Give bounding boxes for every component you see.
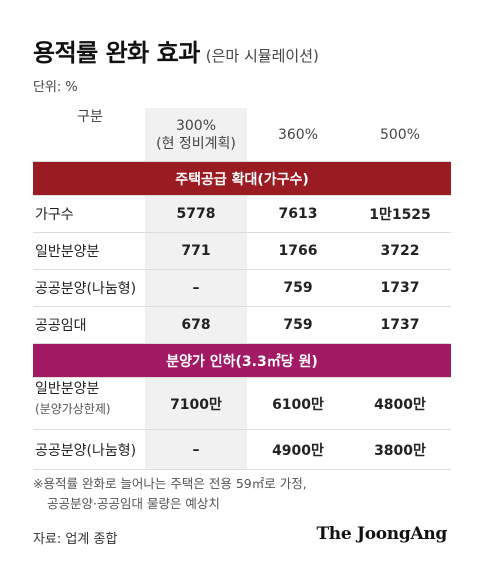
footnote-line-2: 공공분양·공공임대 물량은 예상치 xyxy=(47,496,220,511)
cell-value: 4800만 xyxy=(374,396,426,413)
header-label: 구분 xyxy=(77,109,103,125)
header-col-300-line1: 300% xyxy=(175,117,217,134)
table-row: 공공분양(나눔형) – 759 1737 xyxy=(33,270,451,307)
row-label: 일반분양분 xyxy=(35,244,100,260)
cell-value: 771 xyxy=(145,233,247,269)
row-label: 공공임대 xyxy=(35,318,87,334)
table-row: 일반분양분 771 1766 3722 xyxy=(33,233,451,270)
table-row: 가구수 5778 7613 1만1525 xyxy=(33,196,451,233)
footnote-line-1: ※용적률 완화로 늘어나는 주택은 전용 59㎡로 가정, xyxy=(33,476,307,491)
row-label: 공공분양(나눔형) xyxy=(35,442,137,459)
cell-value: – xyxy=(145,270,247,306)
cell-value: – xyxy=(145,430,247,469)
cell-value: 7100만 xyxy=(145,378,247,429)
page-subtitle: (은마 시뮬레이션) xyxy=(205,47,319,65)
title-row: 용적률 완화 효과 (은마 시뮬레이션) xyxy=(33,33,319,68)
cell-value: 5778 xyxy=(145,196,247,232)
table-row: 공공분양(나눔형) – 4900만 3800만 xyxy=(33,430,451,470)
footnote: ※용적률 완화로 늘어나는 주택은 전용 59㎡로 가정, 공공분양·공공임대 … xyxy=(33,474,307,514)
cell-value: 6100만 xyxy=(272,396,324,413)
cell-value: 1766 xyxy=(278,243,318,259)
cell-value: 3800만 xyxy=(374,442,426,459)
cell-value: 1737 xyxy=(380,317,420,333)
cell-value: 7613 xyxy=(278,206,318,222)
cell-value: 1737 xyxy=(380,280,420,296)
cell-value: 759 xyxy=(283,280,313,296)
section-bar-price: 분양가 인하(3.3㎡당 원) xyxy=(33,344,451,378)
cell-value: 1만1525 xyxy=(369,207,431,223)
header-col-300: 300% (현 정비계획) xyxy=(145,108,247,161)
source-label: 자료: 업계 종합 xyxy=(33,532,118,547)
header-col-500: 500% xyxy=(379,126,421,143)
table-row: 일반분양분 (분양가상한제) 7100만 6100만 4800만 xyxy=(33,378,451,430)
row-label-sub: (분양가상한제) xyxy=(35,402,111,416)
header-col-300-line2: (현 정비계획) xyxy=(156,135,236,152)
unit-label: 단위: % xyxy=(33,80,78,95)
row-label: 일반분양분 (분양가상한제) xyxy=(33,378,145,429)
publisher-logo: The JoongAng xyxy=(316,524,447,544)
row-label: 공공분양(나눔형) xyxy=(35,281,137,297)
cell-value: 759 xyxy=(283,317,313,333)
page-title: 용적률 완화 효과 xyxy=(33,39,200,67)
row-label: 가구수 xyxy=(35,207,74,223)
cell-value: 678 xyxy=(145,307,247,343)
comparison-table: 구분 300% (현 정비계획) 360% 500% 주택공급 확대(가구수) … xyxy=(33,108,451,470)
cell-value: 4900만 xyxy=(272,442,324,459)
section-bar-supply: 주택공급 확대(가구수) xyxy=(33,162,451,196)
table-header-row: 구분 300% (현 정비계획) 360% 500% xyxy=(33,108,451,162)
header-col-360: 360% xyxy=(277,126,319,143)
cell-value: 3722 xyxy=(380,243,420,259)
row-label-main: 일반분양분 xyxy=(35,381,100,397)
table-row: 공공임대 678 759 1737 xyxy=(33,307,451,344)
